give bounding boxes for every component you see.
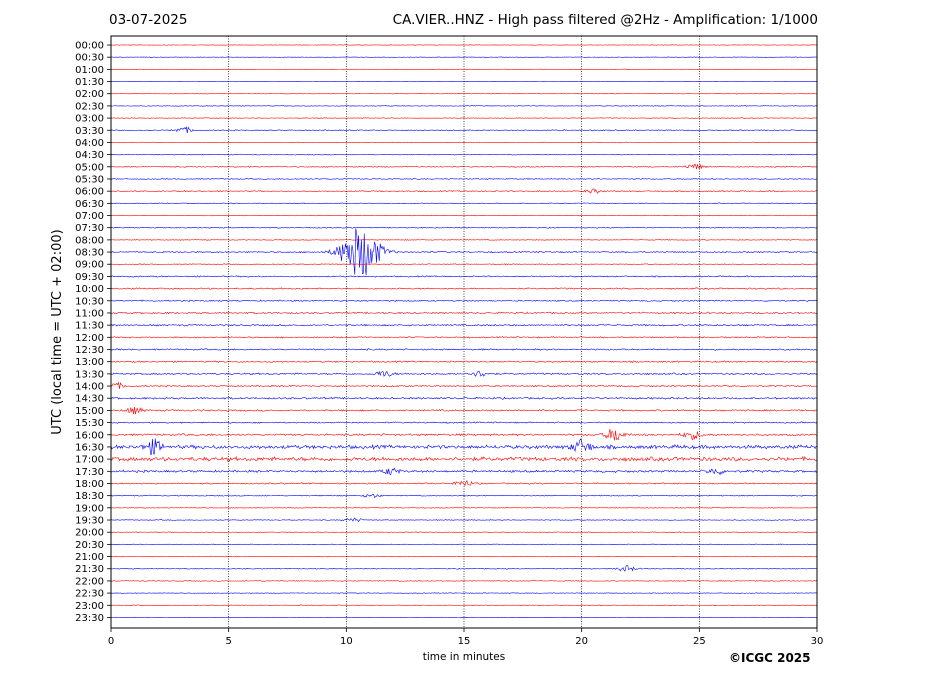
x-axis-label: time in minutes [423,651,505,663]
trace-row-1930 [110,517,818,522]
x-tick-label: 0 [108,636,114,647]
y-tick-label: 19:00 [75,503,104,514]
y-tick-label: 19:30 [75,516,104,527]
x-tick-label: 10 [340,636,353,647]
y-tick-label: 03:00 [75,114,104,125]
y-tick-label: 13:00 [75,357,104,368]
trace-row-1200 [110,336,818,339]
x-tick-label: 5 [225,636,231,647]
trace-row-0000 [110,44,818,46]
y-tick-label: 23:30 [75,613,104,624]
y-tick-label: 08:00 [75,235,104,246]
trace-row-1130 [110,323,818,327]
trace-row-0300 [110,117,818,119]
y-tick-label: 02:00 [75,89,104,100]
y-tick-label: 14:00 [75,382,104,393]
y-tick-label: 15:30 [75,418,104,429]
y-tick-label: 21:30 [75,564,104,575]
chart-date: 03-07-2025 [109,12,188,28]
y-tick-label: 07:30 [75,223,104,234]
y-tick-label: 09:00 [75,260,104,271]
y-tick-label: 09:30 [75,272,104,283]
x-tick-label: 15 [458,636,471,647]
y-tick-label: 07:00 [75,211,104,222]
grid-lines [228,36,700,628]
y-tick-label: 08:30 [75,248,104,259]
y-tick-label: 21:00 [75,552,104,563]
trace-row-0800 [110,239,818,241]
trace-row-1430 [110,396,818,400]
trace-row-0030 [110,56,818,58]
x-tick-label: 25 [693,636,706,647]
y-tick-label: 05:30 [75,174,104,185]
trace-row-2300 [110,604,818,606]
trace-row-2230 [110,592,818,594]
copyright-label: ©ICGC 2025 [729,651,811,665]
y-tick-label: 06:30 [75,199,104,210]
trace-row-1500 [110,407,818,415]
y-tick-label: 18:30 [75,491,104,502]
trace-row-0730 [110,226,818,229]
y-tick-label: 11:30 [75,321,104,332]
y-tick-label: 22:00 [75,576,104,587]
x-tick-label: 20 [575,636,588,647]
trace-row-0700 [110,214,818,217]
y-tick-label: 06:00 [75,187,104,198]
y-tick-label: 01:30 [75,77,104,88]
y-tick-label: 12:30 [75,345,104,356]
y-tick-label: 10:30 [75,296,104,307]
plot-frame [110,35,818,629]
x-tick-label: 30 [811,636,824,647]
trace-row-1600 [110,428,818,441]
y-tick-label: 13:30 [75,369,104,380]
y-tick-label: 10:00 [75,284,104,295]
y-tick-label: 17:00 [75,455,104,466]
trace-row-1900 [110,507,818,509]
y-tick-label: 20:00 [75,528,104,539]
trace-row-0630 [110,202,818,205]
y-tick-label: 16:30 [75,442,104,453]
y-tick-label: 00:30 [75,53,104,64]
trace-row-1400 [110,381,818,389]
y-tick-label: 05:00 [75,162,104,173]
y-tick-label: 04:30 [75,150,104,161]
y-tick-label: 15:00 [75,406,104,417]
y-tick-label: 04:00 [75,138,104,149]
y-tick-label: 11:00 [75,308,104,319]
y-tick-label: 18:00 [75,479,104,490]
trace-row-0330 [110,125,818,133]
y-axis-label: UTC (local time = UTC + 02:00) [50,229,65,434]
trace-row-1530 [110,421,818,424]
trace-row-1100 [110,311,818,315]
y-tick-label: 17:30 [75,467,104,478]
y-tick-label: 20:30 [75,540,104,551]
y-tick-label: 12:00 [75,333,104,344]
y-tick-label: 02:30 [75,101,104,112]
y-tick-label: 01:00 [75,65,104,76]
y-tick-label: 14:30 [75,394,104,405]
trace-row-1830 [110,493,818,499]
trace-row-2330 [110,616,818,619]
trace-row-0400 [110,141,818,144]
y-tick-label: 03:30 [75,126,104,137]
y-tick-label: 16:00 [75,430,104,441]
chart-title: CA.VIER..HNZ - High pass filtered @2Hz -… [392,12,818,28]
y-tick-label: 23:00 [75,601,104,612]
y-tick-label: 00:00 [75,41,104,52]
x-axis-ticks: 0 5 10 15 20 25 30 [108,628,824,647]
y-tick-label: 22:30 [75,589,104,600]
